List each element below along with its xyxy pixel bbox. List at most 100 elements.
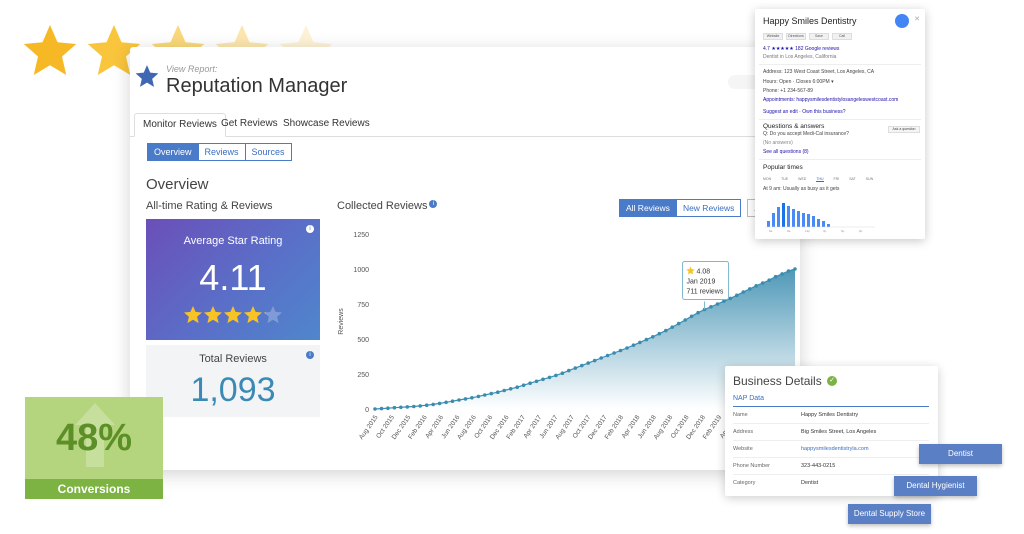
data-point — [392, 405, 397, 410]
appointments-line[interactable]: Appointments: happysmilesdentistylosange… — [763, 97, 899, 103]
address-line: Address: 123 West Coast Street, Los Ange… — [763, 69, 875, 75]
collected-title: Collected Reviews — [337, 200, 428, 212]
filter-new-reviews[interactable]: New Reviews — [676, 199, 742, 217]
y-tick-label: 750 — [357, 302, 369, 309]
subtab-overview[interactable]: Overview — [147, 143, 199, 161]
y-tick-label: 250 — [357, 372, 369, 379]
data-point — [664, 328, 668, 333]
tab-get-reviews[interactable]: Get Reviews — [221, 118, 278, 129]
data-point — [418, 404, 422, 408]
data-point — [709, 305, 713, 309]
data-point — [631, 343, 636, 347]
nap-data-label: NAP Data — [733, 395, 764, 402]
busy-bar — [782, 203, 785, 227]
verified-badge-icon — [895, 14, 909, 28]
total-reviews-card: i Total Reviews 1,093 — [146, 345, 320, 417]
data-point — [773, 274, 778, 279]
data-point — [676, 321, 681, 326]
hour-label: 6p — [841, 229, 845, 233]
star-icon — [204, 306, 222, 324]
page-title: Reputation Manager — [166, 75, 348, 97]
day-tab[interactable]: THU — [816, 177, 824, 182]
day-tab[interactable]: SUN — [865, 177, 874, 181]
tag-dentist[interactable]: Dentist — [919, 444, 1002, 464]
detail-value: Big Smiles Street, Los Angeles — [801, 429, 877, 435]
rating-line[interactable]: 4.7 ★★★★★ 182 Google reviews — [763, 46, 840, 52]
rating-label: Average Star Rating — [183, 235, 283, 247]
tooltip-date: Jan 2019 — [687, 278, 716, 285]
detail-row: Address Big Smiles Street, Los Angeles — [733, 424, 929, 441]
data-point — [405, 405, 410, 409]
data-point — [618, 348, 623, 353]
data-point — [599, 356, 603, 360]
busy-bar — [772, 213, 775, 227]
category-line: Dentist in Los Angeles, California — [763, 54, 837, 60]
subtabs: Overview Reviews Sources — [147, 143, 292, 161]
tab-monitor-reviews[interactable]: Monitor Reviews — [134, 113, 226, 137]
data-point — [780, 272, 784, 276]
tag-dental-hygienist[interactable]: Dental Hygienist — [894, 476, 977, 496]
ask-question-button[interactable]: Ask a question — [888, 126, 920, 133]
directions-button[interactable]: Directions — [786, 33, 806, 40]
data-point — [502, 388, 506, 393]
tab-showcase-reviews[interactable]: Showcase Reviews — [283, 118, 370, 129]
hours-line[interactable]: Hours: Open · Closes 6:00PM ▾ — [763, 79, 834, 85]
action-buttons: Website Directions Save Call — [763, 33, 852, 40]
popular-times-title: Popular times — [763, 164, 803, 171]
data-point — [567, 368, 571, 373]
info-icon[interactable]: i — [429, 200, 438, 208]
day-tab[interactable]: FRI — [833, 177, 840, 181]
website-button[interactable]: Website — [763, 33, 783, 40]
overview-title: Overview — [146, 176, 209, 193]
star-icon — [224, 306, 242, 324]
subtab-sources[interactable]: Sources — [245, 143, 292, 161]
conversions-label: Conversions — [25, 479, 163, 499]
day-tab[interactable]: MON — [763, 177, 772, 181]
data-point — [508, 387, 513, 391]
detail-value: Dentist — [801, 480, 819, 486]
filter-all-reviews[interactable]: All Reviews — [619, 199, 677, 217]
data-point — [483, 393, 487, 397]
data-point — [470, 396, 474, 400]
area-fill — [375, 269, 795, 409]
star-icon — [23, 25, 77, 75]
arrow-up-icon — [75, 403, 115, 467]
busy-note: At 9 am: Usually as busy as it gets — [763, 186, 840, 192]
suggest-edit-link[interactable]: Suggest an edit · Own this business? — [763, 109, 846, 115]
save-button[interactable]: Save — [809, 33, 829, 40]
data-point — [683, 318, 687, 322]
see-all-questions-link[interactable]: See all questions (8) — [763, 149, 809, 155]
data-point — [728, 296, 733, 301]
data-point — [528, 381, 532, 385]
info-icon[interactable]: i — [306, 225, 314, 233]
day-tab[interactable]: SAT — [849, 177, 856, 181]
close-icon[interactable]: ✕ — [914, 16, 920, 23]
data-point — [702, 307, 707, 312]
website-link[interactable]: happysmilesdentistryla.com — [801, 446, 869, 452]
busy-bar — [777, 207, 780, 227]
subtab-reviews[interactable]: Reviews — [198, 143, 246, 161]
data-point — [496, 390, 500, 394]
data-point — [444, 400, 448, 405]
header: View Report: Reputation Manager — [130, 47, 800, 107]
detail-value: 323-443-0215 — [801, 463, 836, 469]
data-point — [786, 269, 791, 273]
tag-dental-supply-store[interactable]: Dental Supply Store — [848, 504, 931, 524]
busy-bar — [807, 214, 810, 227]
google-business-panel: Happy Smiles Dentistry ✕ Website Directi… — [755, 9, 925, 239]
info-icon[interactable]: i — [306, 351, 314, 359]
detail-row: Website happysmilesdentistryla.com — [733, 441, 929, 458]
data-point — [625, 346, 629, 350]
call-button[interactable]: Call — [832, 33, 852, 40]
data-point — [754, 284, 758, 288]
data-point — [573, 366, 578, 370]
day-tab[interactable]: WED — [798, 177, 807, 181]
day-tab[interactable]: TUE — [781, 177, 789, 181]
divider — [733, 406, 929, 407]
data-point — [580, 363, 584, 368]
data-point — [379, 406, 384, 411]
data-point — [696, 310, 700, 315]
y-tick-label: 1250 — [353, 232, 369, 239]
conversions-value: 48% — [55, 417, 133, 459]
